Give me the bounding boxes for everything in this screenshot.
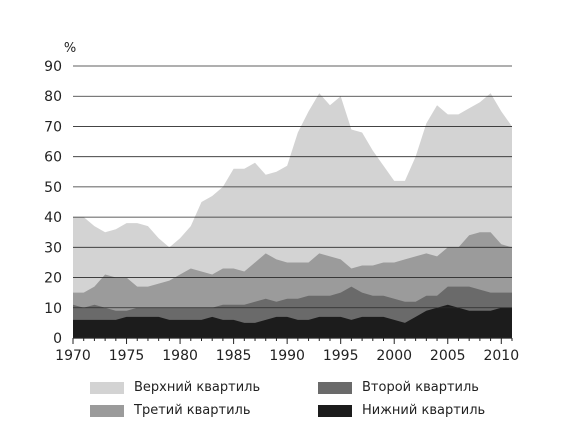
legend-label-third-quartile: Третий квартиль <box>134 403 251 418</box>
legend-swatch-lower-quartile <box>318 404 352 417</box>
y-tick-label: 0 <box>53 331 62 347</box>
legend-label-lower-quartile: Нижний квартиль <box>362 403 486 418</box>
x-tick-label: 1990 <box>269 348 305 364</box>
y-tick-label: 50 <box>44 180 62 196</box>
x-tick-label: 1985 <box>216 348 252 364</box>
area-series-3 <box>73 304 512 338</box>
y-tick-label: 20 <box>44 271 62 287</box>
y-tick-label: 10 <box>44 301 62 317</box>
y-tick-label: 40 <box>44 210 62 226</box>
x-tick-label: 1975 <box>109 348 145 364</box>
legend-swatch-third-quartile <box>90 404 124 417</box>
y-tick-label: 30 <box>44 240 62 256</box>
y-tick-label: 60 <box>44 150 62 166</box>
x-tick-label: 1970 <box>55 348 91 364</box>
y-tick-label: 70 <box>44 119 62 135</box>
legend-item-lower-quartile: Нижний квартиль <box>318 403 485 418</box>
y-tick-label: 90 <box>44 59 62 75</box>
x-tick-label: 2010 <box>483 348 519 364</box>
y-axis-unit-label: % <box>64 41 76 56</box>
legend-item-second-quartile: Второй квартиль <box>318 380 479 395</box>
legend-item-upper-quartile: Верхний квартиль <box>90 380 260 395</box>
legend-swatch-second-quartile <box>318 381 352 394</box>
legend-label-second-quartile: Второй квартиль <box>362 380 479 395</box>
x-tick-label: 1980 <box>162 348 198 364</box>
x-tick-label: 2000 <box>376 348 412 364</box>
x-tick-label: 1995 <box>323 348 359 364</box>
legend-swatch-upper-quartile <box>90 381 124 394</box>
legend-label-upper-quartile: Верхний квартиль <box>134 380 261 395</box>
legend-item-third-quartile: Третий квартиль <box>90 403 251 418</box>
y-tick-label: 80 <box>44 89 62 105</box>
x-tick-label: 2005 <box>430 348 466 364</box>
